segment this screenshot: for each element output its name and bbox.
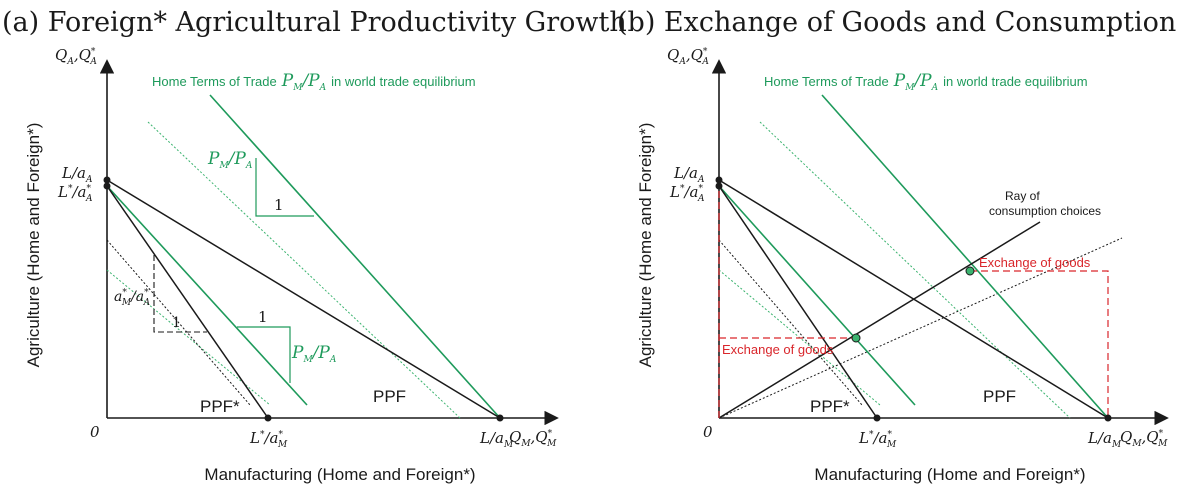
panel-a-slope-unit-big: 1	[274, 196, 284, 214]
panel-b-tot-line	[821, 94, 1109, 419]
panel-a-dotted-tot-upper	[147, 121, 461, 419]
panel-b-consumption-point-foreign	[851, 333, 861, 343]
panel-a-y-axis-title: Agriculture (Home and Foreign*)	[24, 123, 43, 368]
panel-b-point-home-intercept-x	[1104, 414, 1112, 422]
panel-a-ppf-home	[106, 179, 501, 419]
panel-a-point-foreign-intercept-x	[264, 414, 272, 422]
panel-b-dotted-old-ppf	[718, 239, 863, 406]
panel-a-x-axis-title: Manufacturing (Home and Foreign*)	[204, 465, 475, 484]
panel-a-slope-triangle-foreign	[153, 255, 207, 333]
panel-a: (a) Foreign* Agricultural Productivity G…	[2, 7, 627, 484]
panel-a-y-axis-symbol: QA,Q* A	[55, 46, 97, 67]
panel-a-dotted-old-ppf	[106, 239, 251, 406]
panel-a-ppf-foreign-label: PPF*	[200, 397, 240, 416]
panel-a-x-axis-symbol: QM,Q* M	[509, 428, 557, 449]
panel-b-dotted-tot-upper	[759, 121, 1071, 419]
panel-b-origin: 0	[703, 423, 713, 441]
panel-b-exchange-home-box	[970, 270, 1109, 418]
panel-a-x-tick-foreign: L*/a* M	[249, 429, 288, 450]
panel-a-point-home-intercept-y	[103, 176, 111, 184]
panel-a-point-home-intercept-x	[496, 414, 504, 422]
panel-b-title: (b) Exchange of Goods and Consumption	[617, 7, 1176, 38]
panel-b-dotted-ray	[718, 237, 1123, 419]
panel-a-slope-unit-foreign: 1	[172, 315, 181, 331]
panel-b-tot-label: Home Terms of Trade PM/PA in world trade e…	[764, 71, 1088, 93]
panel-a-slope-label-foreign: a* M/a* A	[114, 288, 151, 308]
panel-b-y-tick-foreign: L*/a* A	[669, 183, 705, 204]
panel-a-slope-label-big: PM/PA	[207, 149, 253, 171]
panel-b-ray-label-line2: consumption choices	[989, 204, 1101, 218]
panel-a-title: (a) Foreign* Agricultural Productivity G…	[2, 7, 627, 38]
panel-b-y-tick-home: L/aA	[673, 164, 705, 185]
panel-a-y-tick-foreign: L*/a* A	[57, 183, 93, 204]
panel-b: (b) Exchange of Goods and Consumption QA…	[617, 7, 1176, 484]
panel-b-tot-tangent-line	[718, 185, 916, 406]
panel-a-origin: 0	[90, 423, 100, 441]
panel-a-y-tick-home: L/aA	[61, 164, 93, 185]
panel-b-point-home-intercept-y	[715, 176, 723, 184]
panel-b-y-axis-symbol: QA,Q* A	[667, 46, 709, 67]
panel-a-tot-line	[209, 94, 501, 419]
panel-a-ppf-foreign	[106, 185, 269, 419]
panel-b-x-axis-symbol: QM,Q* M	[1120, 428, 1168, 449]
panel-a-slope-unit-small: 1	[258, 308, 268, 326]
panel-b-ppf-foreign	[718, 185, 878, 419]
panel-b-x-axis-title: Manufacturing (Home and Foreign*)	[814, 465, 1085, 484]
panel-b-ppf-foreign-label: PPF*	[810, 397, 850, 416]
panel-b-ray-label-line1: Ray of	[1005, 189, 1040, 203]
panel-b-point-foreign-intercept-x	[873, 414, 881, 422]
panel-b-x-tick-home: L/aM	[1087, 429, 1122, 450]
panel-b-exchange-label-1: Exchange of goods	[979, 255, 1091, 270]
panel-b-consumption-ray	[718, 221, 1041, 419]
panel-b-y-axis-title: Agriculture (Home and Foreign*)	[636, 123, 655, 368]
panel-a-tot-tangent-line	[106, 185, 308, 406]
panel-a-slope-triangle-big	[255, 158, 314, 217]
panel-b-ppf-home-label: PPF	[983, 387, 1016, 406]
panel-a-slope-label-small: PM/PA	[291, 343, 337, 365]
panel-b-consumption-point-home	[965, 266, 975, 276]
panel-b-x-tick-foreign: L*/a* M	[858, 429, 897, 450]
panel-b-exchange-label-2: Exchange of goods	[722, 342, 834, 357]
panel-a-slope-triangle-small	[237, 326, 291, 383]
panel-a-point-foreign-intercept-y	[103, 182, 111, 190]
panel-a-ppf-home-label: PPF	[373, 387, 406, 406]
panel-a-tot-label: Home Terms of Trade PM/PA in world trade e…	[152, 71, 476, 93]
panel-b-point-foreign-intercept-y	[715, 182, 723, 190]
